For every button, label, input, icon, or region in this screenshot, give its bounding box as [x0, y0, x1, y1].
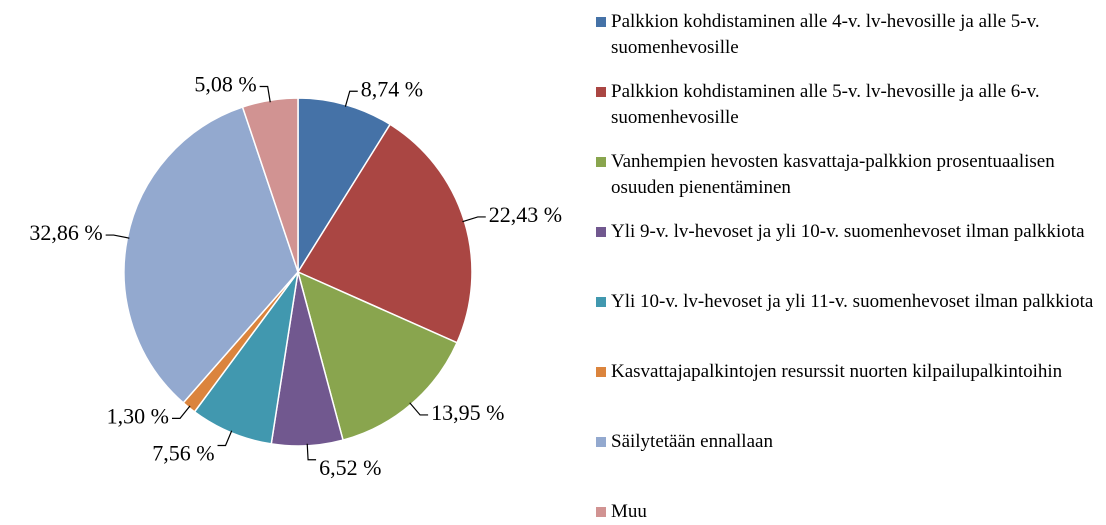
data-label: 1,30 %: [107, 403, 169, 428]
legend-swatch: [596, 367, 606, 377]
legend-label: Yli 10-v. lv-hevoset ja yli 11-v. suomen…: [611, 291, 1094, 312]
legend-swatch: [596, 157, 606, 167]
legend-label: Kasvattajapalkintojen resurssit nuorten …: [611, 361, 1063, 382]
legend-swatch: [596, 227, 606, 237]
leader-line: [217, 430, 233, 447]
legend-item: Yli 10-v. lv-hevoset ja yli 11-v. suomen…: [596, 289, 1101, 315]
leader-line: [462, 216, 486, 223]
legend-swatch: [596, 87, 606, 97]
data-label: 32,86 %: [29, 220, 102, 245]
legend-label: Vanhempien hevosten kasvattaja-palkkion …: [611, 151, 1055, 198]
legend-item: Palkkion kohdistaminen alle 5-v. lv-hevo…: [596, 79, 1101, 131]
legend-swatch: [596, 17, 606, 27]
data-label: 7,56 %: [152, 441, 214, 466]
legend-label: Palkkion kohdistaminen alle 4-v. lv-hevo…: [611, 11, 1040, 58]
legend-item: Yli 9-v. lv-hevoset ja yli 10-v. suomenh…: [596, 219, 1101, 245]
legend-swatch: [596, 297, 606, 307]
legend-item: Vanhempien hevosten kasvattaja-palkkion …: [596, 149, 1101, 201]
leader-line: [306, 443, 317, 461]
leader-line: [172, 405, 191, 419]
chart: 8,74 % 22,43 % 13,95 % 6,52 % 7,56 % 1,30 % 32…: [29, 72, 562, 480]
legend-label: Säilytetään ennallaan: [611, 431, 773, 452]
legend-label: Palkkion kohdistaminen alle 5-v. lv-hevo…: [611, 81, 1040, 128]
legend-item: Säilytetään ennallaan: [596, 429, 1101, 455]
data-label: 6,52 %: [319, 455, 381, 480]
legend-label: Muu: [611, 501, 647, 522]
data-label: 5,08 %: [194, 72, 256, 97]
leader-line: [344, 90, 358, 107]
legend-item: Kasvattajapalkintojen resurssit nuorten …: [596, 359, 1101, 385]
leader-line: [259, 85, 271, 103]
legend-item: Muu: [596, 499, 1101, 525]
data-label: 22,43 %: [489, 202, 562, 227]
legend-item: Palkkion kohdistaminen alle 4-v. lv-hevo…: [596, 9, 1101, 61]
data-label: 13,95 %: [431, 400, 504, 425]
leader-line: [409, 402, 429, 416]
legend-swatch: [596, 437, 606, 447]
legend-swatch: [596, 507, 606, 517]
legend-label: Yli 9-v. lv-hevoset ja yli 10-v. suomenh…: [611, 221, 1085, 242]
data-label: 8,74 %: [361, 76, 423, 101]
leader-line: [105, 234, 130, 239]
